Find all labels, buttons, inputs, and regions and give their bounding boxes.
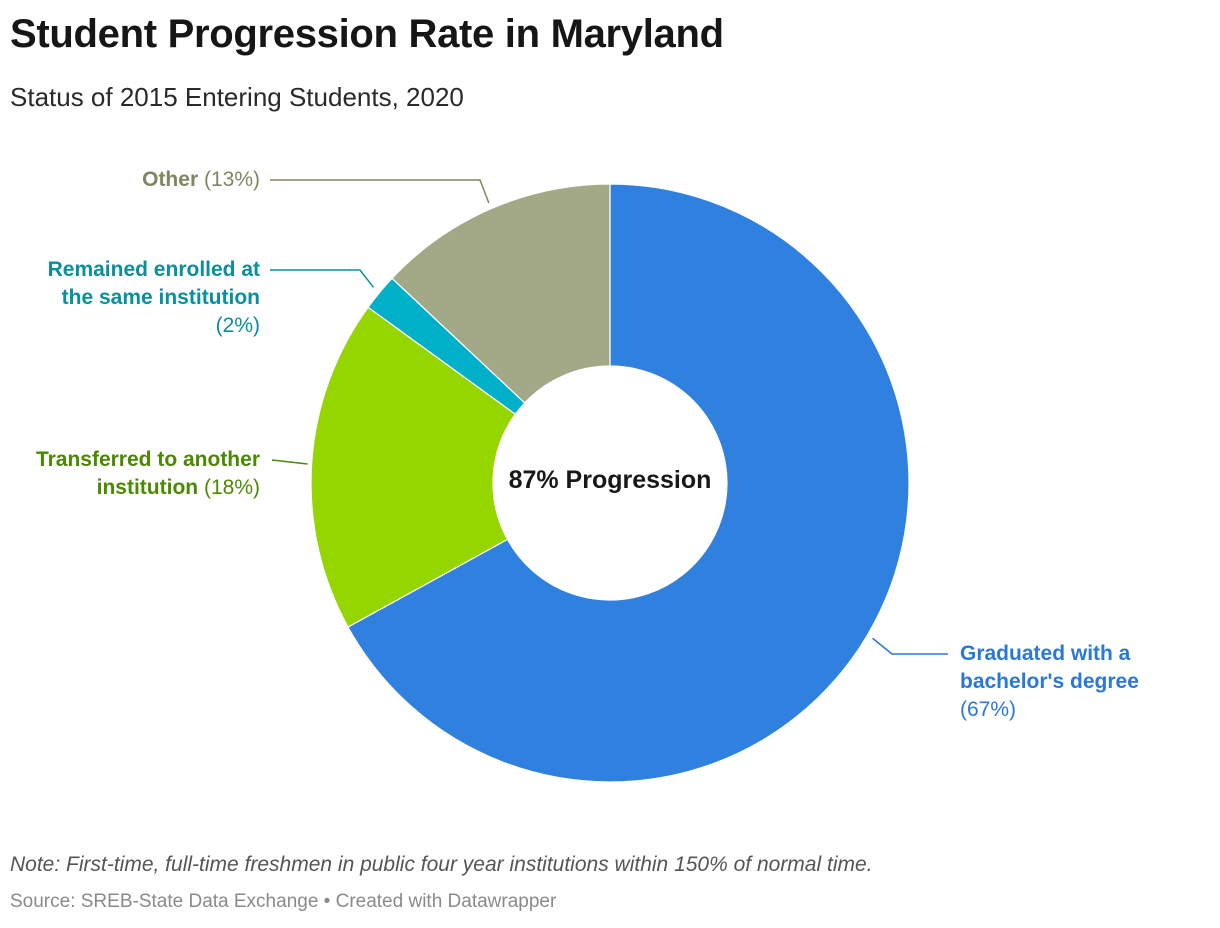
slice-transferred: [310, 306, 517, 628]
slice-graduated: [347, 183, 910, 783]
slice-name: the same institution: [61, 286, 260, 309]
chart-subtitle: Status of 2015 Entering Students, 2020: [10, 82, 464, 112]
chart-source: Source: SREB-State Data Exchange • Creat…: [10, 891, 557, 912]
slice-label-graduated: Graduated with a bachelor's degree (67%): [960, 640, 1139, 724]
slice-name: Graduated with a: [960, 642, 1131, 665]
slice-name: Remained enrolled at: [47, 258, 260, 281]
leader-line-transferred: [271, 459, 308, 465]
slice-name: bachelor's degree: [960, 670, 1139, 693]
chart-note: Note: First-time, full-time freshmen in …: [10, 853, 873, 876]
slice-percent: (18%): [203, 476, 260, 499]
slice-other: [391, 183, 611, 404]
slice-name: institution: [96, 476, 199, 499]
slice-name: Transferred to another: [35, 448, 260, 471]
leader-line-remained: [270, 269, 375, 288]
slice-percent: (67%): [960, 698, 1017, 721]
slice-label-transferred: Transferred to another institution (18%): [36, 446, 260, 502]
slice-label-other: Other (13%): [142, 166, 260, 194]
slice-label-remained: Remained enrolled at the same institutio…: [48, 256, 260, 340]
slice-percent: (2%): [215, 314, 260, 337]
donut-slices: [310, 183, 910, 783]
chart-title: Student Progression Rate in Maryland: [10, 12, 724, 56]
slice-name: Other: [142, 168, 199, 191]
slice-percent: (13%): [203, 168, 260, 191]
leader-line-other: [270, 179, 490, 204]
leader-lines: [270, 179, 948, 655]
leader-line-graduated: [872, 637, 948, 655]
donut-center-label: 87% Progression: [508, 466, 712, 494]
